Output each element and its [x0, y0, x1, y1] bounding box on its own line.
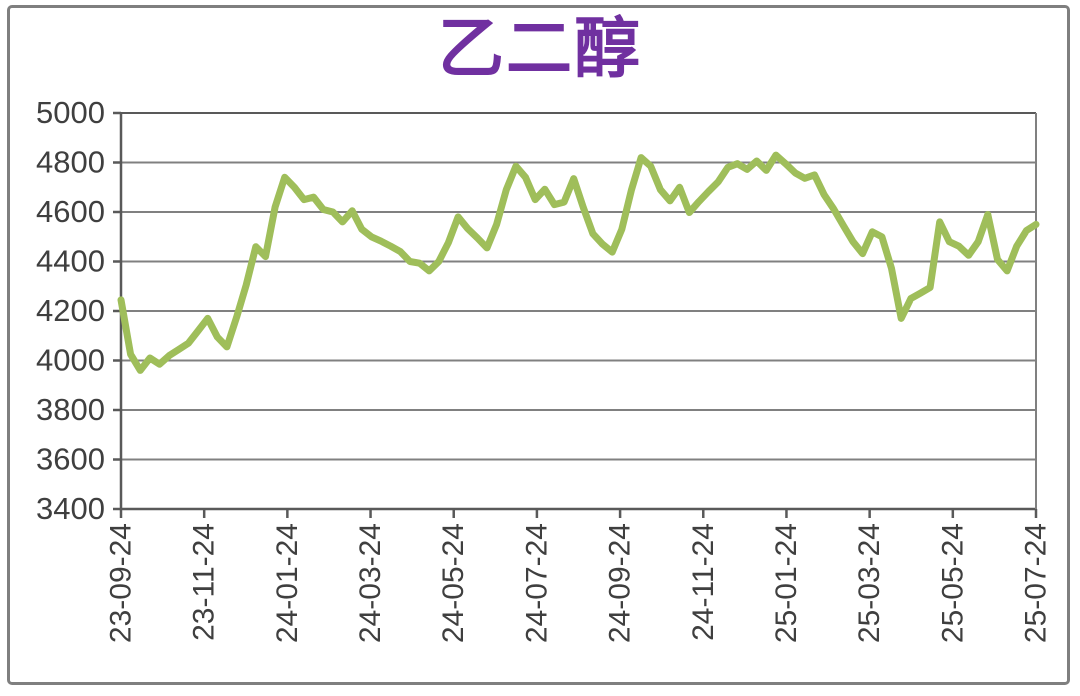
y-axis-label: 5000 [36, 95, 105, 130]
y-axis-label: 4800 [36, 145, 105, 180]
x-axis-label: 24-05-24 [437, 523, 470, 643]
x-axis-label: 24-11-24 [687, 523, 720, 641]
x-axis-label: 24-07-24 [520, 523, 553, 643]
y-axis-label: 4200 [36, 293, 105, 328]
x-axis-label: 23-11-24 [188, 523, 221, 641]
y-axis-label: 4600 [36, 194, 105, 229]
x-axis-label: 23-09-24 [105, 523, 138, 643]
y-axis-label: 4400 [36, 244, 105, 279]
x-axis-label: 25-05-24 [936, 523, 969, 643]
x-axis-label: 25-01-24 [770, 523, 803, 643]
y-axis-label: 3800 [36, 392, 105, 427]
x-axis-label: 24-03-24 [354, 523, 387, 643]
x-axis-label: 24-09-24 [604, 523, 637, 643]
y-axis-label: 3600 [36, 442, 105, 477]
x-axis-label: 25-03-24 [853, 523, 886, 643]
y-axis-label: 3400 [36, 491, 105, 526]
y-axis-label: 4000 [36, 343, 105, 378]
chart-title: 乙二醇 [438, 13, 642, 86]
data-line-series [117, 151, 1040, 374]
x-axis-label: 25-07-24 [1020, 523, 1053, 643]
x-axis-label: 24-01-24 [271, 523, 304, 643]
